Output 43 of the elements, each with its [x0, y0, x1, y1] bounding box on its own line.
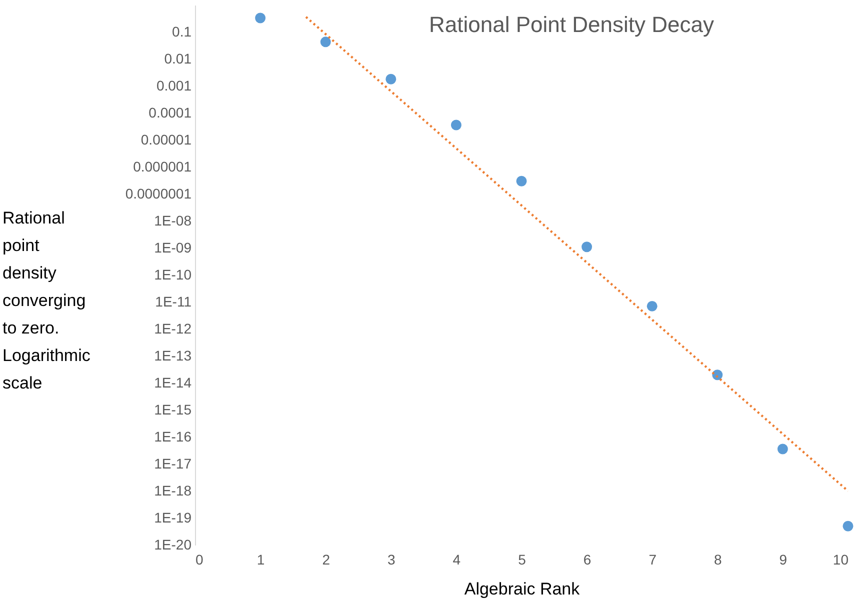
- y-tick-label: 0.000001: [133, 158, 192, 174]
- y-tick-label: 1E-15: [154, 402, 192, 418]
- x-tick-label: 6: [583, 552, 592, 568]
- point: [516, 176, 527, 186]
- y-tick-label: 0.001: [156, 78, 192, 94]
- y-tick-label: 1E-13: [154, 348, 192, 364]
- x-tick-label: 9: [779, 552, 788, 568]
- y-tick-label: 0.00001: [140, 132, 192, 148]
- point: [450, 120, 462, 130]
- x-tick-label: 7: [648, 552, 657, 568]
- x-tick-label: 0: [196, 552, 204, 568]
- point: [320, 36, 331, 48]
- chart-title: Rational Point Density Decay: [429, 12, 714, 37]
- point: [646, 300, 658, 312]
- point: [582, 242, 592, 252]
- y-tick-label: 1E-20: [154, 536, 192, 552]
- y-tick-label: 1E-09: [154, 240, 192, 256]
- y-tick-label: 1E-12: [154, 320, 192, 336]
- y-tick-label: 1E-19: [154, 510, 192, 526]
- y-tick-label: 0.1: [172, 24, 192, 40]
- x-tick-label: 3: [388, 552, 396, 568]
- x-axis-title: Algebraic Rank: [464, 580, 580, 598]
- y-tick-label: 1E-18: [154, 482, 192, 498]
- y-tick-label: 1E-11: [155, 294, 192, 310]
- y-tick-label: 1E-14: [154, 374, 192, 390]
- x-tick-label: 1: [256, 552, 265, 568]
- y-tick-label: 0.0001: [148, 104, 192, 120]
- y-tick-label: 1E-10: [154, 266, 192, 282]
- point: [777, 444, 788, 454]
- y-tick-label: 0.01: [164, 50, 192, 66]
- x-tick-label: 5: [518, 552, 526, 568]
- y-axis-title: Rational point density converging to zero. Logarithmic scale: [2, 208, 91, 392]
- point: [842, 520, 854, 532]
- x-tick-label: 8: [714, 552, 722, 568]
- y-tick-label: 1E-17: [154, 456, 192, 472]
- x-tick-label: 4: [452, 552, 461, 568]
- y-tick-label: 0.0000001: [125, 186, 192, 202]
- x-tick-label: 10: [832, 552, 849, 568]
- y-tick-label: 1E-16: [154, 428, 192, 444]
- y-tick-label: 1E-08: [154, 212, 192, 228]
- point: [255, 12, 266, 24]
- point: [386, 74, 396, 84]
- x-tick-label: 2: [322, 552, 330, 568]
